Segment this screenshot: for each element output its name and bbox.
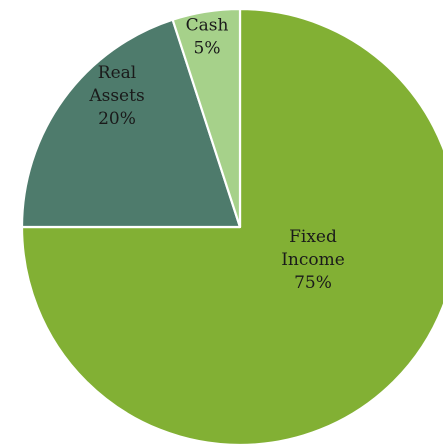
pie-slice-fixed-income [20,7,443,444]
pie-slice-real-assets [20,18,242,229]
slice-category-label: Assets [88,86,144,106]
pie-labels: Fixed Income 75% Real Assets 20% Cash 5% [88,16,344,294]
slice-category-label: Income [281,250,345,270]
slice-label-fixed-income: Fixed Income 75% [281,227,345,293]
pie-slice-cash [171,7,242,229]
slice-category-label: Fixed [289,227,337,247]
slice-category-label: Real [98,63,136,83]
slice-value-label: 75% [294,273,332,293]
pie-slices [20,7,443,444]
slice-value-label: 5% [194,39,221,59]
slice-label-cash: Cash 5% [186,16,229,59]
slice-value-label: 20% [98,109,136,129]
slice-category-label: Cash [186,16,229,36]
slice-label-real-assets: Real Assets 20% [88,63,144,129]
